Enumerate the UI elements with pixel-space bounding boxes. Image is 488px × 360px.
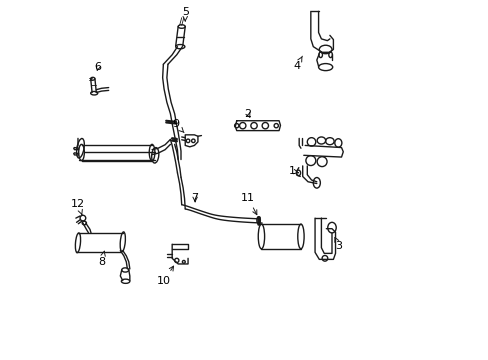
Text: 10: 10 [157, 266, 173, 285]
Text: 6: 6 [94, 62, 102, 72]
Text: 12: 12 [71, 199, 85, 215]
Text: 2: 2 [244, 109, 251, 119]
Text: 1: 1 [288, 166, 298, 176]
Text: 5: 5 [182, 8, 188, 21]
Text: 11: 11 [241, 193, 256, 215]
Text: 4: 4 [292, 56, 302, 71]
Text: 3: 3 [334, 238, 342, 251]
Text: 7: 7 [191, 193, 198, 203]
Text: 8: 8 [98, 251, 105, 267]
Text: 9: 9 [172, 119, 183, 132]
